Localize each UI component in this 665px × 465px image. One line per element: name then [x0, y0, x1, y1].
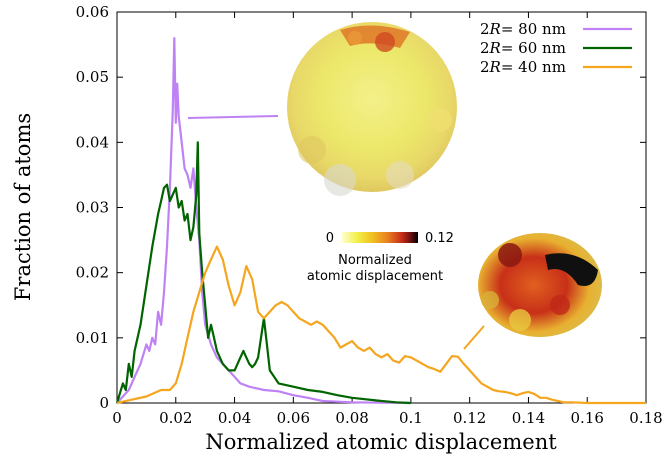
- series-group: [115, 36, 646, 405]
- legend-entry-label: 2R= 60 nm: [480, 39, 566, 57]
- y-tick-label: 0.02: [76, 264, 109, 282]
- series-2r-40nm-line: [116, 245, 646, 405]
- series-2r-80nm-line: [116, 36, 411, 405]
- colorbar-title-line2: atomic displacement: [307, 269, 443, 284]
- x-tick-label: 0.08: [335, 409, 368, 427]
- x-tick-label: 0.04: [218, 409, 251, 427]
- y-tick-label: 0.05: [76, 68, 109, 86]
- y-tick-label: 0.06: [76, 3, 109, 21]
- x-tick-label: 0.02: [159, 409, 192, 427]
- legend-entry-label: 2R= 80 nm: [480, 20, 566, 38]
- x-axis-title: Normalized atomic displacement: [205, 430, 557, 454]
- colorbar-gradient: [342, 232, 418, 243]
- x-tick-label: 0.06: [277, 409, 310, 427]
- y-tick-label: 0.03: [76, 199, 109, 217]
- colorbar-title-line1: Normalized: [338, 253, 412, 268]
- y-axis-ticks: 0 0.01 0.02 0.03 0.04 0.05 0.06: [76, 3, 646, 412]
- colorbar: 0 0.12 Normalized atomic displacement: [307, 231, 454, 284]
- colorbar-max-label: 0.12: [425, 231, 454, 246]
- x-tick-label: 0.18: [629, 409, 662, 427]
- x-axis-ticks: 0 0.02 0.04 0.06 0.08 0.1 0.12 0.14 0.16 0.18: [112, 12, 663, 427]
- colorbar-min-label: 0: [326, 231, 334, 246]
- y-axis-title: Fraction of atoms: [11, 113, 35, 301]
- nanoparticle-80nm-image: [287, 22, 457, 196]
- nanoparticle-40nm-image: [478, 233, 602, 337]
- pointer-line-80nm: [187, 115, 279, 119]
- legend-entry-label: 2R= 40 nm: [480, 58, 566, 76]
- pointer-line-40nm: [463, 325, 485, 350]
- x-tick-label: 0: [112, 409, 122, 427]
- series-2r-60nm-line: [115, 141, 411, 405]
- x-tick-label: 0.1: [399, 409, 423, 427]
- x-tick-label: 0.14: [512, 409, 545, 427]
- x-tick-label: 0.12: [453, 409, 486, 427]
- x-tick-label: 0.16: [571, 409, 604, 427]
- y-tick-label: 0.04: [76, 133, 109, 151]
- y-tick-label: 0: [99, 394, 109, 412]
- y-tick-label: 0.01: [76, 329, 109, 347]
